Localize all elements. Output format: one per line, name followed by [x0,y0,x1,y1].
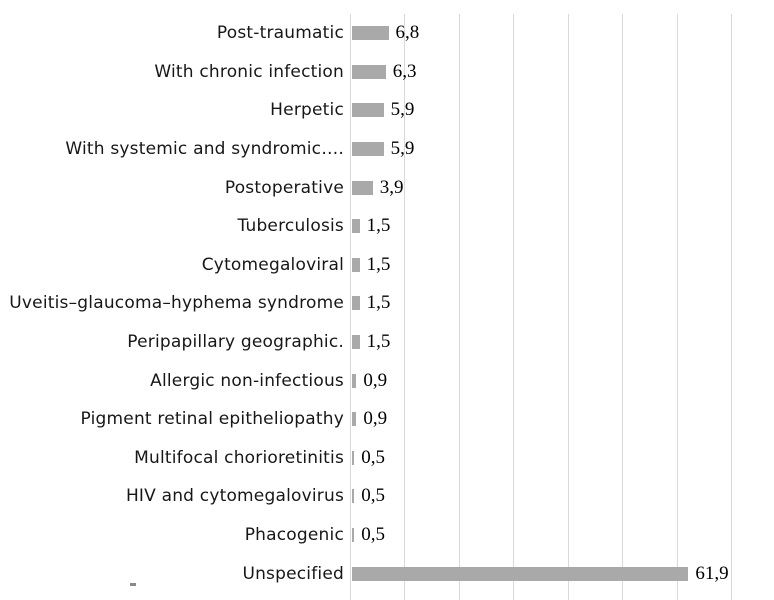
bar [351,180,373,195]
gridline [676,14,678,600]
cropped-text-fragment [130,583,136,586]
bar [351,412,357,427]
bar-track: 0,9 [350,400,774,439]
category-label: Unspecified [242,563,344,584]
axis-line [350,14,351,600]
category-label: Herpetic [270,100,344,121]
bar-track: 5,9 [350,130,774,169]
category-label: Uveitis–glaucoma–hyphema syndrome [9,293,344,314]
value-label: 0,5 [361,446,385,468]
category-label: HIV and cytomegalovirus [125,486,344,507]
bar-row: Allergic non-infectious 0,9 [0,361,774,400]
bar [351,528,355,543]
category-label: Cytomegaloviral [201,254,344,275]
category-label: Allergic non-infectious [150,370,344,391]
bar-track: 0,9 [350,361,774,400]
gridline [513,14,515,600]
bar-track: 1,5 [350,207,774,246]
bar-track: 0,5 [350,477,774,516]
value-label: 0,5 [361,485,385,507]
value-label: 5,9 [390,138,415,160]
bar-track: 1,5 [350,323,774,362]
gridlines [350,14,732,600]
bar-track: 6,8 [350,14,774,53]
bar-row: Multifocal chorioretinitis 0,5 [0,439,774,478]
category-label: Peripapillary geographic. [127,332,344,353]
bar-track: 1,5 [350,246,774,285]
value-label: 0,9 [363,408,388,430]
category-label: Tuberculosis [237,216,344,237]
category-label: With chronic infection [154,61,344,82]
category-label: Phacogenic [244,525,344,546]
category-label: With systemic and syndromic…. [65,139,344,160]
bar-row: Unspecified 61,9 [0,554,774,593]
bar [351,489,355,504]
bar-row: Cytomegaloviral 1,5 [0,246,774,285]
bar [351,566,689,581]
bar-track: 61,9 [350,554,774,593]
bar-track: 0,5 [350,439,774,478]
value-label: 61,9 [695,562,729,584]
value-label: 1,5 [366,292,391,314]
bar [351,26,389,41]
bar-row: Postoperative 3,9 [0,168,774,207]
category-label: Pigment retinal epitheliopathy [80,409,344,430]
bar-row: Uveitis–glaucoma–hyphema syndrome 1,5 [0,284,774,323]
bar [351,296,360,311]
bar-track: 1,5 [350,284,774,323]
value-label: 1,5 [366,253,391,275]
value-label: 1,5 [366,215,391,237]
bar-row: Phacogenic 0,5 [0,516,774,555]
gridline [458,14,460,600]
bar-track: 0,5 [350,516,774,555]
bar [351,103,384,118]
category-label: Postoperative [224,177,344,198]
bar-row: Herpetic 5,9 [0,91,774,130]
gridline [567,14,569,600]
bar-row: Peripapillary geographic. 1,5 [0,323,774,362]
bar-row: Tuberculosis 1,5 [0,207,774,246]
bar-row: HIV and cytomegalovirus 0,5 [0,477,774,516]
bar-track: 6,3 [350,53,774,92]
bar-track: 5,9 [350,91,774,130]
value-label: 0,9 [363,369,388,391]
gridline [731,14,732,600]
category-label: Multifocal chorioretinitis [134,447,344,468]
category-label: Post-traumatic [216,23,344,44]
value-label: 5,9 [390,99,415,121]
bar-row: With chronic infection 6,3 [0,53,774,92]
bar [351,64,386,79]
bar [351,142,384,157]
bar [351,335,360,350]
bar-track: 3,9 [350,168,774,207]
bar [351,373,357,388]
value-label: 1,5 [366,331,391,353]
gridline [622,14,624,600]
bar [351,257,360,272]
gridline [404,14,406,600]
value-label: 0,5 [361,524,385,546]
bar-row: With systemic and syndromic…. 5,9 [0,130,774,169]
bar-rows: Post-traumatic 6,8 With chronic infection 6… [0,14,774,593]
bar-row: Post-traumatic 6,8 [0,14,774,53]
value-label: 6,3 [392,60,417,82]
value-label: 3,9 [379,176,404,198]
bar-row: Pigment retinal epitheliopathy 0,9 [0,400,774,439]
bar [351,450,355,465]
bar [351,219,360,234]
value-label: 6,8 [395,22,420,44]
